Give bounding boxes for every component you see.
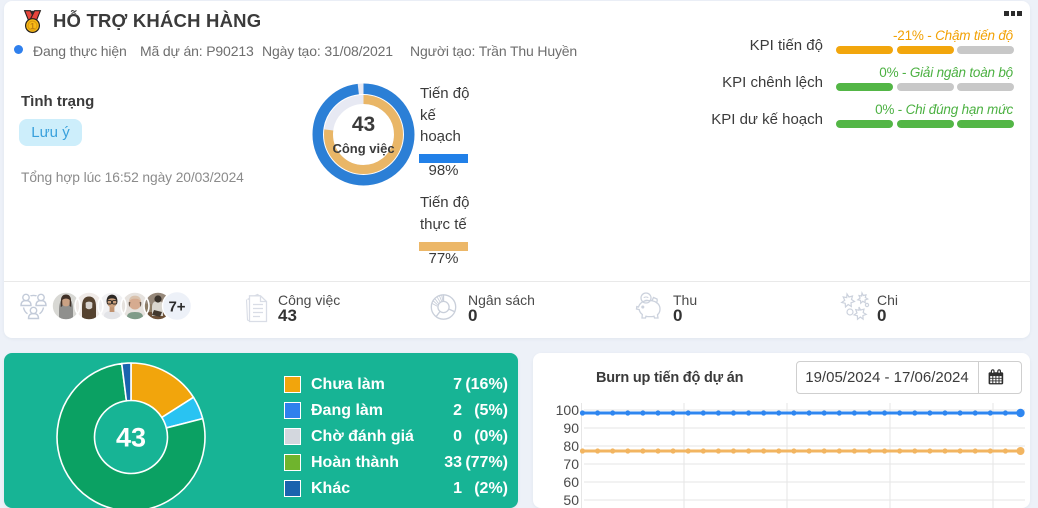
- svg-text:80: 80: [563, 438, 579, 454]
- svg-text:1: 1: [30, 21, 35, 31]
- svg-text:90: 90: [563, 420, 579, 436]
- svg-text:60: 60: [563, 474, 579, 490]
- svg-text:70: 70: [563, 456, 579, 472]
- svg-text:43: 43: [116, 423, 146, 453]
- svg-text:100: 100: [556, 402, 580, 418]
- svg-text:50: 50: [563, 492, 579, 508]
- svg-text:7+: 7+: [168, 299, 185, 316]
